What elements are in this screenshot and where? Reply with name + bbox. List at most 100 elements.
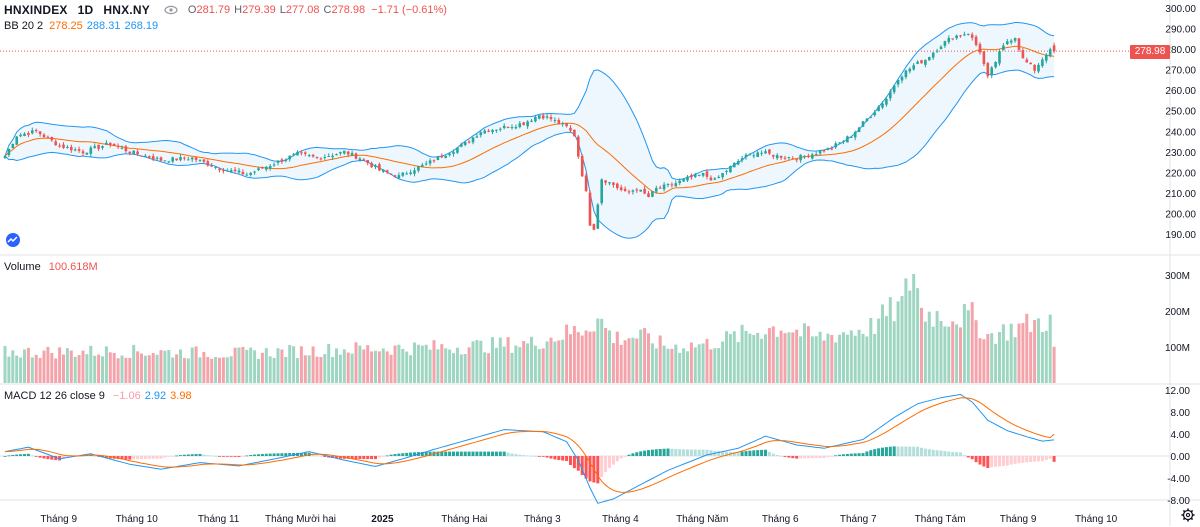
candle-body [128,151,132,154]
macd-histogram-bar [857,453,861,456]
volume-bar [725,331,728,383]
tradingview-logo-icon[interactable] [5,233,20,247]
candle-body [77,149,81,151]
candle-body [370,163,373,168]
bb-legend[interactable]: BB 20 2 278.25 288.31 268.19 [4,20,158,32]
candle-body [222,170,225,172]
macd-histogram-bar [537,456,541,457]
candle-body [580,155,584,177]
volume-bar [955,324,959,383]
volume-bar [186,358,190,383]
macd-histogram-bar [315,455,319,457]
volume-bar [764,334,767,383]
candle-body [417,166,420,171]
volume-series [3,274,1056,383]
volume-bar [1052,346,1056,383]
candle-body [939,46,943,50]
candle-body [187,159,190,161]
candle-body [842,140,845,142]
volume-bar [299,346,303,383]
change-value: −1.71 (−0.61%) [371,4,447,16]
volume-bar [572,326,576,383]
macd-histogram-bar [877,448,881,456]
macd-histogram-bar [366,456,370,460]
candle-body [865,118,869,122]
volume-bar [335,348,338,383]
macd-histogram-bar [401,453,405,456]
macd-histogram-bar [163,456,167,458]
high-label: H [234,4,243,16]
macd-histogram-bar [288,453,292,456]
macd-histogram-bar [908,446,912,456]
candle-body [346,151,350,155]
macd-histogram-bar [104,456,108,458]
candle-body [81,151,85,154]
volume-bar [783,333,787,383]
candle-body [518,123,522,128]
candle-body [1021,50,1025,59]
eye-icon[interactable] [164,5,178,15]
macd-histogram-bar [744,451,748,456]
macd-histogram-bar [136,456,140,460]
volume-bar [939,321,943,383]
macd-histogram-bar [11,454,15,456]
volume-legend[interactable]: Volume 100.618M [4,261,98,273]
candle-body [120,147,124,149]
volume-bar [15,355,19,383]
macd-histogram-bar [502,451,506,456]
settings-gear-icon[interactable] [1181,508,1195,522]
volume-bar [978,338,982,383]
macd-histogram-bar [381,456,385,457]
symbol-name[interactable]: HNXINDEX [4,3,68,17]
volume-bar [526,343,530,383]
macd-histogram-bar [194,454,198,456]
candle-body [245,174,249,176]
macd-histogram-bar [838,454,842,456]
macd-histogram-bar [565,456,569,461]
macd-histogram-bar [709,450,713,456]
macd-histogram-bar [689,449,693,456]
macd-histogram-bar [264,453,268,456]
macd-legend[interactable]: MACD 12 26 close 9 −1.06 2.92 3.98 [4,390,192,402]
macd-histogram-bar [268,453,272,456]
candle-body [694,174,697,177]
volume-bar [284,357,288,383]
candle-body [11,143,15,149]
macd-histogram-bar [30,455,34,457]
volume-bar [810,336,814,383]
volume-bar [888,297,892,383]
volume-bar [77,355,81,383]
interval-label[interactable]: 1D [77,3,94,17]
candle-body [42,134,46,138]
macd-histogram-bar [225,456,229,457]
volume-bar [881,304,884,383]
volume-bar [576,332,580,383]
candle-body [343,150,346,154]
candle-body [401,172,405,176]
macd-line-value: 2.92 [144,390,167,402]
candle-body [151,156,155,160]
volume-bar [565,324,569,383]
axes: 300.00 290.00 280.00 270.00 260.00 250.00 240.… [40,4,1196,525]
candle-body [928,57,931,61]
candle-body [522,122,525,125]
candle-body [803,155,806,157]
candle-body [639,189,642,192]
volume-bar [904,278,908,383]
volume-bar [175,354,179,383]
volume-bar [678,352,682,383]
price-tick-label: 200.00 [1165,209,1196,220]
candle-body [514,126,518,129]
candle-body [432,160,436,162]
bb-lower-line [4,69,1055,239]
macd-histogram-bar [962,455,966,457]
candle-body [73,149,77,151]
macd-histogram-bar [806,456,810,459]
candle-body [811,154,814,159]
candle-body [853,131,857,138]
candle-body [378,164,381,171]
volume-bar [627,338,631,383]
volume-bar [19,357,23,383]
candle-body [658,187,662,189]
